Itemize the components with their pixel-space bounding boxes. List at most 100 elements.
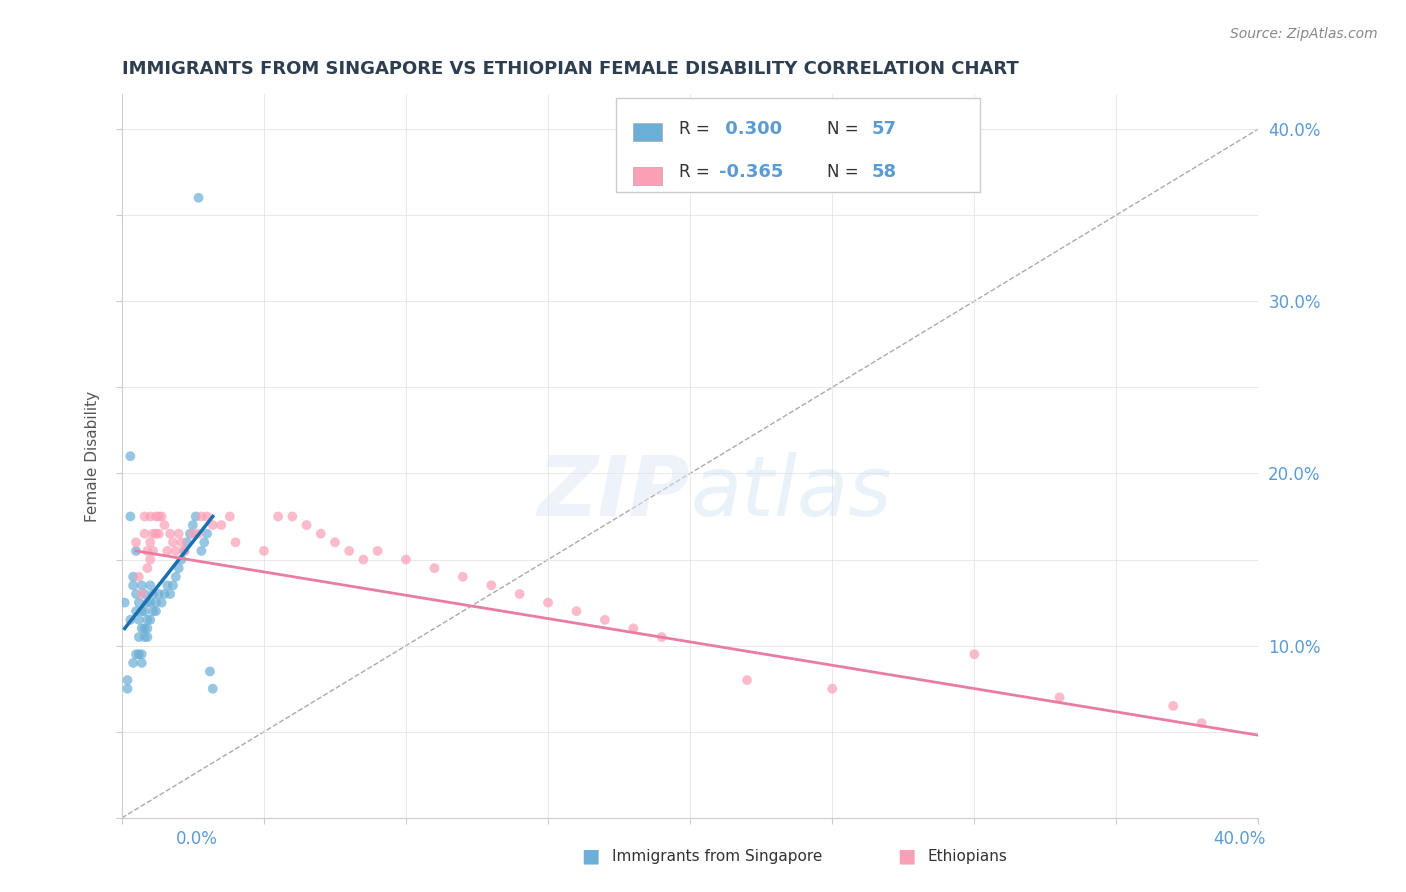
Point bbox=[167, 526, 190, 541]
Point bbox=[184, 509, 207, 524]
Point bbox=[170, 535, 193, 549]
Point bbox=[162, 535, 184, 549]
Point bbox=[198, 665, 221, 679]
Point bbox=[150, 596, 173, 610]
Point bbox=[125, 535, 148, 549]
Point bbox=[179, 526, 201, 541]
Bar bbox=[616, 98, 980, 192]
Point bbox=[537, 596, 560, 610]
Point bbox=[190, 509, 212, 524]
Point bbox=[423, 561, 446, 575]
Point bbox=[181, 518, 204, 533]
Point bbox=[136, 561, 159, 575]
Point bbox=[117, 673, 139, 687]
Point bbox=[156, 578, 179, 592]
Point bbox=[593, 613, 616, 627]
Point bbox=[165, 544, 187, 558]
Point bbox=[821, 681, 844, 696]
Point bbox=[1049, 690, 1071, 705]
Text: 58: 58 bbox=[872, 163, 897, 181]
Point bbox=[142, 526, 165, 541]
Point bbox=[145, 604, 167, 618]
Point bbox=[148, 587, 170, 601]
Point bbox=[122, 578, 145, 592]
Point bbox=[187, 526, 209, 541]
Point bbox=[125, 544, 148, 558]
Point bbox=[131, 604, 153, 618]
Point bbox=[176, 535, 198, 549]
Point bbox=[153, 587, 176, 601]
Point bbox=[193, 535, 215, 549]
Point bbox=[1191, 716, 1213, 731]
Point bbox=[134, 630, 156, 644]
Point bbox=[136, 622, 159, 636]
Point bbox=[150, 509, 173, 524]
Point bbox=[367, 544, 389, 558]
Point bbox=[142, 544, 165, 558]
Text: 40.0%: 40.0% bbox=[1213, 830, 1265, 847]
Point bbox=[159, 526, 181, 541]
Point bbox=[125, 647, 148, 661]
Point bbox=[131, 578, 153, 592]
Point bbox=[145, 596, 167, 610]
Text: 0.0%: 0.0% bbox=[176, 830, 218, 847]
Text: Source: ZipAtlas.com: Source: ZipAtlas.com bbox=[1230, 27, 1378, 41]
Point bbox=[187, 191, 209, 205]
Point bbox=[142, 587, 165, 601]
Point bbox=[120, 613, 142, 627]
Point bbox=[173, 544, 195, 558]
Point bbox=[295, 518, 318, 533]
Bar bbox=[633, 167, 662, 185]
Point bbox=[128, 647, 150, 661]
Point bbox=[142, 604, 165, 618]
Point bbox=[120, 449, 142, 463]
Text: 57: 57 bbox=[872, 120, 897, 137]
Point bbox=[395, 552, 418, 566]
Point bbox=[159, 587, 181, 601]
Point bbox=[122, 656, 145, 670]
Point bbox=[136, 630, 159, 644]
Point bbox=[131, 622, 153, 636]
Point bbox=[136, 596, 159, 610]
Point bbox=[352, 552, 374, 566]
Point bbox=[136, 544, 159, 558]
Point bbox=[253, 544, 276, 558]
Point bbox=[125, 604, 148, 618]
Point bbox=[139, 596, 162, 610]
Point bbox=[139, 613, 162, 627]
Text: N =: N = bbox=[827, 163, 863, 181]
Point bbox=[651, 630, 673, 644]
Point bbox=[156, 544, 179, 558]
Point bbox=[201, 681, 224, 696]
Point bbox=[122, 570, 145, 584]
Point bbox=[128, 613, 150, 627]
Point bbox=[153, 518, 176, 533]
Point bbox=[148, 509, 170, 524]
Point bbox=[167, 561, 190, 575]
Point bbox=[162, 578, 184, 592]
Text: -0.365: -0.365 bbox=[718, 163, 783, 181]
Point bbox=[136, 613, 159, 627]
Point bbox=[131, 656, 153, 670]
Point bbox=[565, 604, 588, 618]
Point bbox=[120, 509, 142, 524]
Text: N =: N = bbox=[827, 120, 863, 137]
Point bbox=[735, 673, 758, 687]
Point bbox=[114, 596, 136, 610]
Point bbox=[134, 587, 156, 601]
Point bbox=[145, 509, 167, 524]
Point bbox=[148, 526, 170, 541]
Point bbox=[190, 544, 212, 558]
Text: Ethiopians: Ethiopians bbox=[928, 849, 1008, 863]
Text: Immigrants from Singapore: Immigrants from Singapore bbox=[612, 849, 823, 863]
Text: R =: R = bbox=[679, 120, 714, 137]
Point bbox=[479, 578, 502, 592]
Point bbox=[509, 587, 531, 601]
Point bbox=[165, 570, 187, 584]
Point bbox=[134, 509, 156, 524]
Point bbox=[139, 552, 162, 566]
Point bbox=[195, 526, 218, 541]
Point bbox=[963, 647, 986, 661]
Point bbox=[170, 552, 193, 566]
Point bbox=[218, 509, 240, 524]
